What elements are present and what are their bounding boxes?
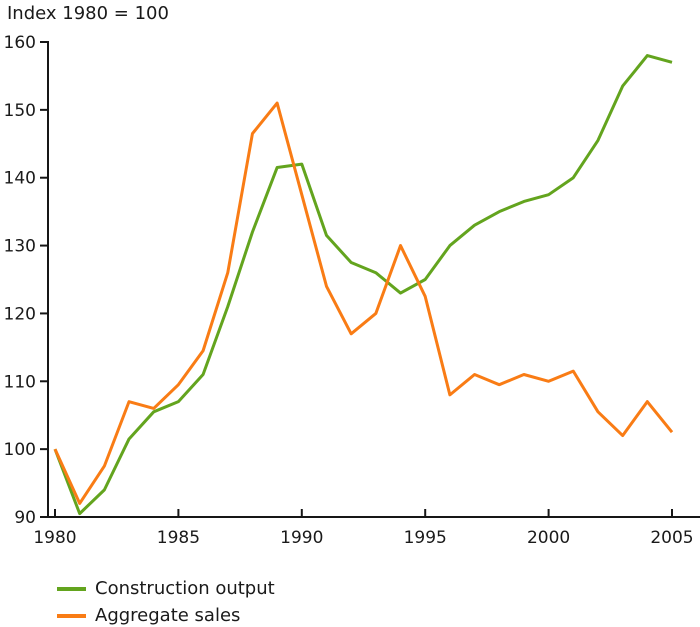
series-line-aggregate-sales <box>53 101 674 505</box>
legend-item-aggregate-sales: Aggregate sales <box>57 603 275 627</box>
legend-label-construction-output: Construction output <box>95 578 275 599</box>
legend-swatch-green-line <box>57 587 86 591</box>
y-tick-label: 130 <box>4 237 36 257</box>
chart-legend: Construction output Aggregate sales <box>57 576 275 627</box>
y-tick-label: 90 <box>14 508 36 528</box>
chart-title: Index 1980 = 100 <box>7 3 169 24</box>
x-tick-label: 1985 <box>157 528 200 548</box>
y-tick-label: 100 <box>4 440 36 460</box>
x-tick-label: 2005 <box>650 528 693 548</box>
x-tick-label: 1990 <box>280 528 323 548</box>
line-chart: 90 100 110 120 130 140 150 160 1980 1985 1990 1995 2… <box>4 33 700 548</box>
legend-label-aggregate-sales: Aggregate sales <box>95 605 241 626</box>
legend-item-construction-output: Construction output <box>57 576 275 602</box>
y-tick-label: 120 <box>4 304 36 324</box>
x-tick-label: 1980 <box>33 528 76 548</box>
y-tick-label: 160 <box>4 33 36 53</box>
y-tick-label: 140 <box>4 169 36 189</box>
legend-swatch-orange-line <box>57 614 86 618</box>
x-tick-label: 1995 <box>404 528 447 548</box>
x-tick-label: 2000 <box>527 528 570 548</box>
series-line-construction-output <box>53 54 673 516</box>
y-tick-label: 110 <box>4 372 36 392</box>
y-tick-label: 150 <box>4 101 36 121</box>
